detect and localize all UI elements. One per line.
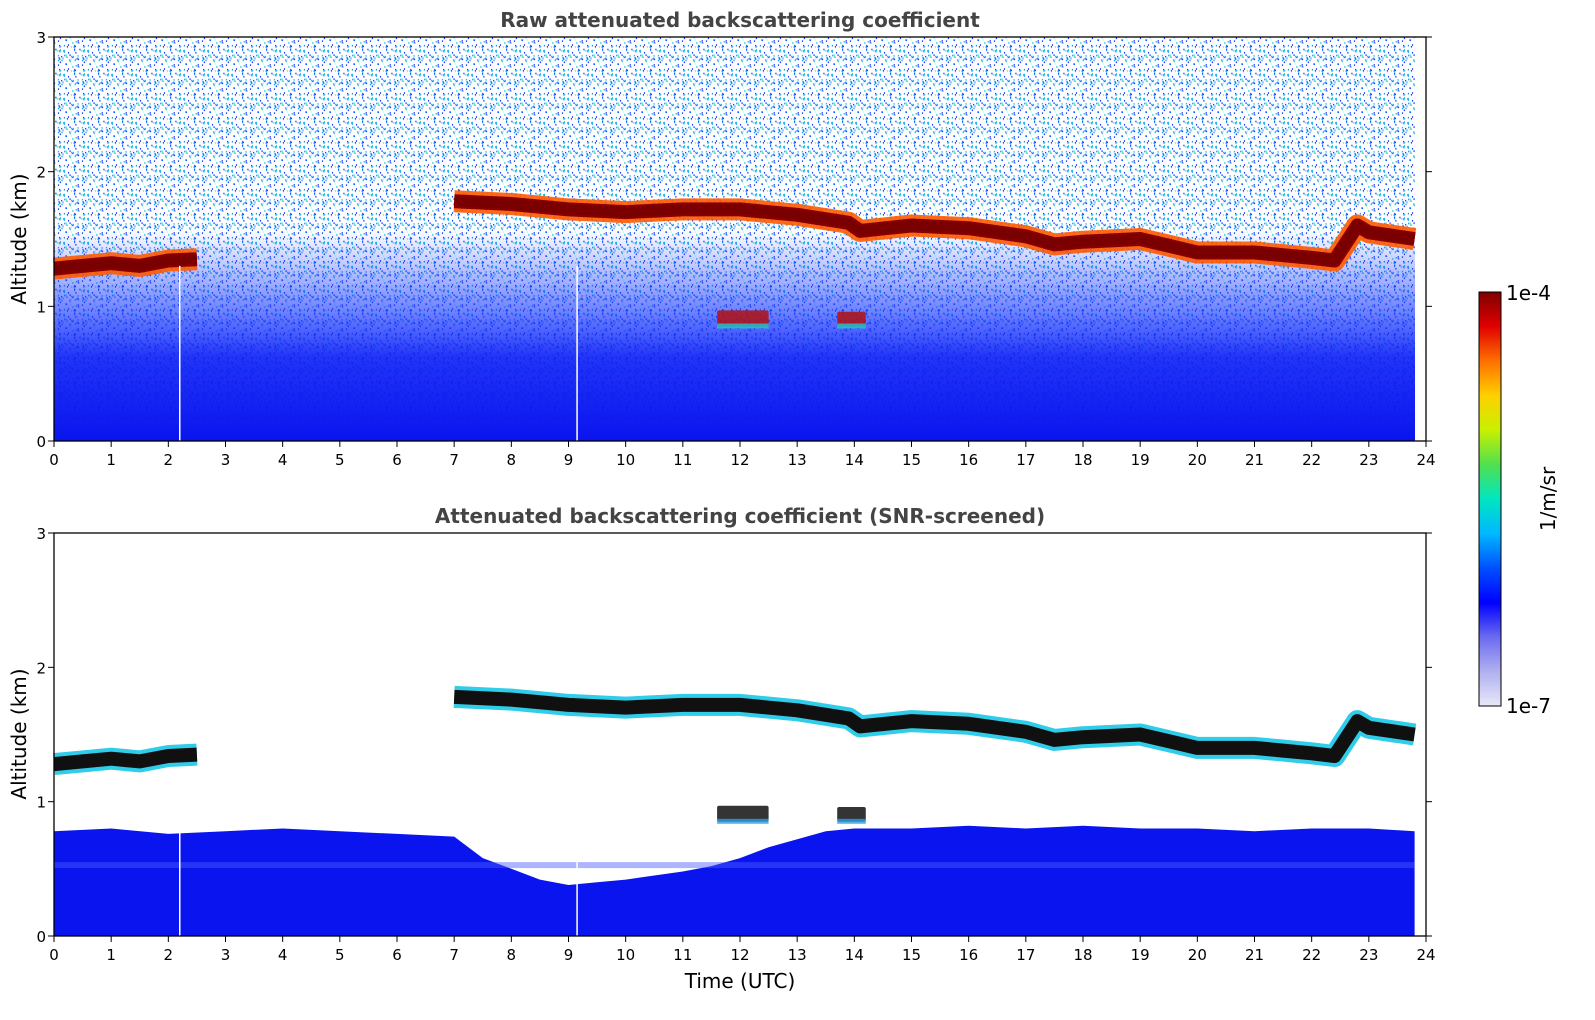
minor-cloud xyxy=(837,311,866,327)
boundary-layer-screened xyxy=(54,825,1415,936)
y-tick-label: 1 xyxy=(36,298,46,316)
x-tick-label: 0 xyxy=(49,946,59,964)
aerosol-layer-raw xyxy=(54,230,1415,441)
cloud-layer xyxy=(453,196,1416,266)
y-tick-label: 3 xyxy=(36,29,46,47)
x-tick-label: 8 xyxy=(507,946,517,964)
x-tick-label: 4 xyxy=(278,946,288,964)
minor-cloud-edge xyxy=(837,818,866,824)
x-tick-label: 15 xyxy=(902,451,921,469)
colorbar-max-label: 1e-4 xyxy=(1506,281,1551,305)
x-tick-label: 22 xyxy=(1302,946,1321,964)
y-tick-label: 2 xyxy=(36,659,46,677)
x-tick-label: 17 xyxy=(1016,451,1035,469)
x-tick-label: 2 xyxy=(164,946,174,964)
colorbar-gradient xyxy=(1478,291,1502,707)
x-tick-label: 13 xyxy=(788,946,807,964)
x-tick-label: 3 xyxy=(221,451,231,469)
minor-cloud-edge xyxy=(837,323,866,329)
minor-cloud-edge xyxy=(717,323,769,329)
x-tick-label: 15 xyxy=(902,946,921,964)
x-tick-label: 5 xyxy=(335,946,345,964)
x-tick-label: 9 xyxy=(564,451,574,469)
x-tick-label: 16 xyxy=(959,451,978,469)
x-tick-label: 14 xyxy=(845,451,864,469)
x-tick-label: 21 xyxy=(1245,451,1264,469)
y-axis-label-screened: Altitude (km) xyxy=(7,668,31,799)
x-tick-label: 11 xyxy=(673,946,692,964)
colorbar-unit-label: 1/m/sr xyxy=(1536,466,1560,531)
minor-cloud-edge xyxy=(717,818,769,824)
x-tick-label: 20 xyxy=(1188,451,1207,469)
x-tick-label: 18 xyxy=(1073,946,1092,964)
x-tick-label: 18 xyxy=(1073,451,1092,469)
x-tick-label: 9 xyxy=(564,946,574,964)
x-tick-label: 5 xyxy=(335,451,345,469)
x-tick-label: 16 xyxy=(959,946,978,964)
x-tick-label: 2 xyxy=(164,451,174,469)
x-tick-label: 1 xyxy=(106,451,116,469)
x-tick-label: 10 xyxy=(616,451,635,469)
x-tick-label: 0 xyxy=(49,451,59,469)
x-tick-label: 7 xyxy=(449,451,459,469)
cloud-layer xyxy=(53,254,198,274)
cloud-layer xyxy=(53,747,198,772)
x-tick-label: 7 xyxy=(449,946,459,964)
heatmap-screened xyxy=(52,685,1417,936)
x-tick-label: 14 xyxy=(845,946,864,964)
minor-cloud xyxy=(837,807,866,822)
x-tick-label: 17 xyxy=(1016,946,1035,964)
x-tick-label: 12 xyxy=(730,946,749,964)
colorbar-min-label: 1e-7 xyxy=(1506,694,1551,718)
colorbar: 1e-4 1e-7 1/m/sr xyxy=(1478,281,1560,718)
y-tick-label: 1 xyxy=(36,794,46,812)
y-tick-label: 2 xyxy=(36,164,46,182)
x-tick-label: 4 xyxy=(278,451,288,469)
x-tick-label: 24 xyxy=(1416,451,1435,469)
x-tick-label: 20 xyxy=(1188,946,1207,964)
minor-cloud xyxy=(717,805,769,822)
x-tick-label: 1 xyxy=(106,946,116,964)
x-tick-label: 13 xyxy=(788,451,807,469)
x-axis-label: Time (UTC) xyxy=(684,969,796,993)
x-tick-label: 19 xyxy=(1131,946,1150,964)
panel-raw: Raw attenuated backscattering coefficien… xyxy=(7,8,1436,469)
x-tick-label: 10 xyxy=(616,946,635,964)
panel-title-screened: Attenuated backscattering coefficient (S… xyxy=(435,504,1045,528)
y-tick-label: 3 xyxy=(36,525,46,543)
cloud-layer xyxy=(453,689,1416,763)
x-tick-label: 23 xyxy=(1359,946,1378,964)
aerosol-sublayer xyxy=(54,862,1415,869)
x-tick-label: 8 xyxy=(507,451,517,469)
x-tick-label: 24 xyxy=(1416,946,1435,964)
y-tick-label: 0 xyxy=(36,433,46,451)
y-tick-label: 0 xyxy=(36,928,46,946)
x-tick-label: 12 xyxy=(730,451,749,469)
x-tick-label: 19 xyxy=(1131,451,1150,469)
x-tick-label: 6 xyxy=(392,946,402,964)
panel-title-raw: Raw attenuated backscattering coefficien… xyxy=(500,8,980,32)
x-tick-label: 23 xyxy=(1359,451,1378,469)
x-tick-label: 21 xyxy=(1245,946,1264,964)
minor-cloud xyxy=(717,310,769,327)
x-tick-label: 11 xyxy=(673,451,692,469)
panel-screened: Attenuated backscattering coefficient (S… xyxy=(7,504,1436,993)
x-tick-label: 22 xyxy=(1302,451,1321,469)
y-axis-label-raw: Altitude (km) xyxy=(7,173,31,304)
x-tick-label: 3 xyxy=(221,946,231,964)
x-tick-label: 6 xyxy=(392,451,402,469)
heatmap-raw xyxy=(52,37,1417,441)
